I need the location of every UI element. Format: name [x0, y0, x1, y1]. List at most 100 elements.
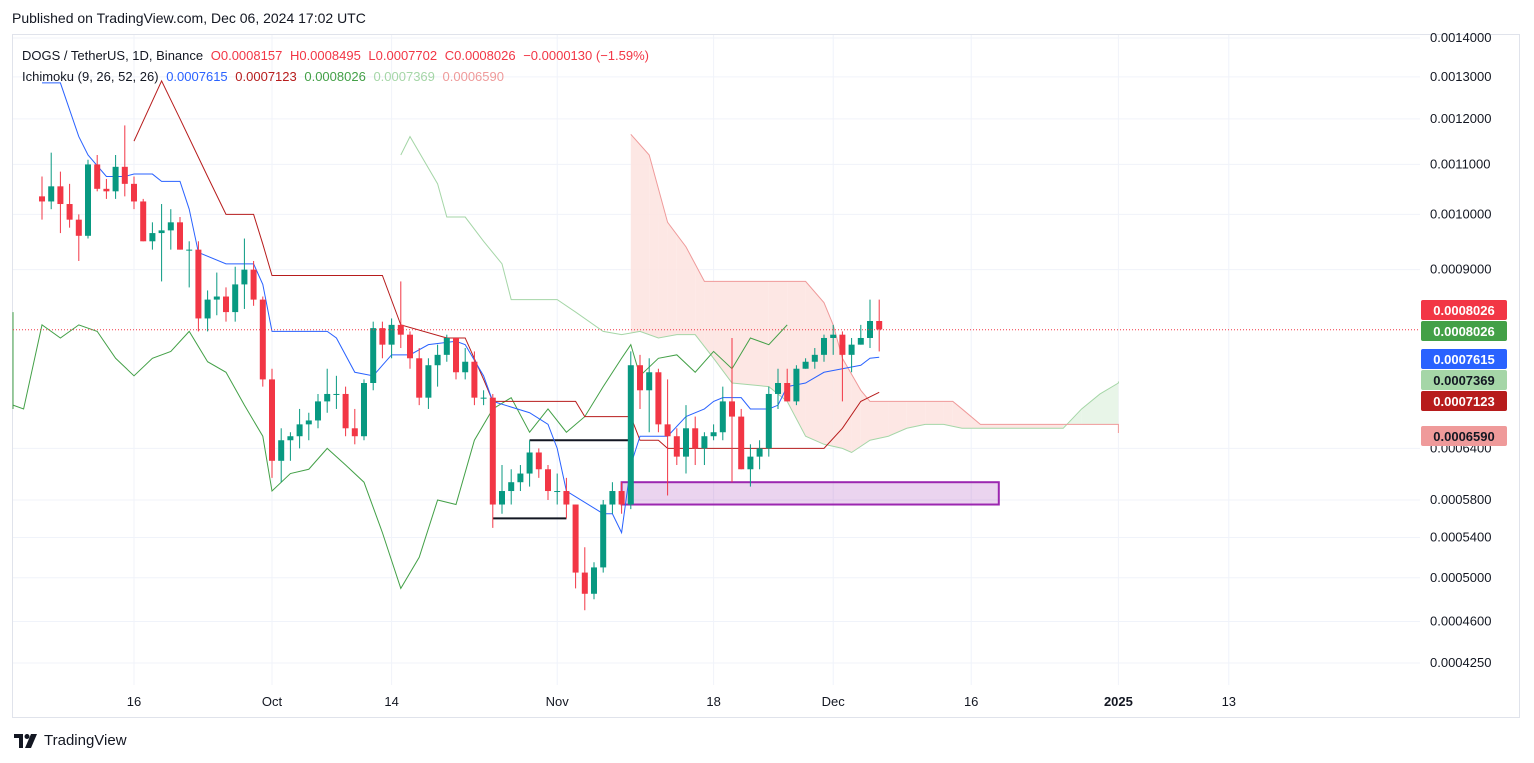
cloud-segment — [676, 234, 686, 335]
indicator-label[interactable]: Ichimoku (9, 26, 52, 26) — [22, 69, 159, 84]
candle — [673, 428, 680, 466]
span-a-value: 0.0007369 — [373, 69, 435, 84]
price-labels: 0.0008026 0.0008026 0.0007615 0.0007369 0.00… — [1421, 300, 1507, 446]
candle — [232, 266, 239, 322]
time-axis: 16 Oct 14 Nov 18 Dec 16 2025 13 — [127, 694, 1236, 709]
candle-body — [545, 469, 551, 492]
x-tick-label: 2025 — [1104, 694, 1133, 709]
price-label-text: 0.0007369 — [1433, 373, 1494, 388]
cloud-segment — [860, 390, 870, 447]
horizontal-lines — [492, 439, 631, 520]
tradingview-logo-icon[interactable] — [14, 733, 38, 748]
candle — [802, 358, 809, 369]
candle — [223, 287, 229, 322]
candle-body — [839, 334, 846, 355]
candle — [140, 198, 147, 242]
candle-body — [683, 428, 689, 457]
y-tick-label: 0.0005000 — [1430, 570, 1491, 585]
candle — [793, 365, 800, 406]
candle-body — [296, 424, 303, 437]
candle-body — [499, 491, 505, 505]
candle-body — [554, 491, 561, 493]
x-tick-label: 13 — [1222, 694, 1236, 709]
candle — [177, 217, 183, 250]
x-tick-label: Oct — [262, 694, 283, 709]
candle — [361, 379, 367, 441]
price-label-spanA: 0.0007369 — [1421, 370, 1507, 390]
candle-body — [177, 222, 183, 250]
candle-body — [729, 401, 735, 417]
candle — [591, 562, 597, 600]
candle — [775, 368, 781, 409]
candle-body — [85, 164, 91, 236]
candle — [397, 281, 404, 349]
candle-body — [315, 401, 321, 421]
candle — [305, 412, 312, 441]
candle-body — [600, 504, 607, 568]
cloud-segment — [1100, 382, 1119, 425]
candle-body — [66, 204, 73, 220]
cloud-segment — [658, 187, 668, 338]
candle — [664, 379, 671, 496]
cloud-segment — [943, 401, 953, 427]
candle-body — [416, 358, 423, 398]
candle — [296, 408, 303, 449]
candle-body — [213, 296, 220, 300]
price-label-text: 0.0008026 — [1433, 303, 1494, 318]
candle — [342, 386, 349, 437]
candle-body — [204, 299, 211, 319]
candle-body — [407, 334, 413, 359]
price-label-bg — [1421, 300, 1507, 320]
candle — [857, 324, 864, 345]
x-tick-label: Dec — [822, 694, 846, 709]
price-label-text: 0.0008026 — [1433, 324, 1494, 339]
candle — [287, 432, 294, 461]
candle — [554, 473, 561, 505]
candle-body — [692, 428, 699, 449]
candle-body — [241, 269, 248, 285]
candle — [158, 204, 165, 282]
candle — [149, 222, 156, 250]
cloud-segment — [851, 374, 861, 453]
candle-body — [305, 420, 312, 425]
price-label-text: 0.0007123 — [1433, 394, 1494, 409]
candle — [545, 465, 551, 500]
cloud-segment — [952, 401, 962, 429]
cloud-segment — [787, 281, 806, 437]
candle-body — [186, 249, 193, 251]
candle — [379, 321, 386, 359]
candle-body — [867, 321, 873, 338]
span-b-value: 0.0006590 — [442, 69, 504, 84]
footer-brand[interactable]: TradingView — [44, 732, 127, 749]
candle — [609, 482, 616, 514]
candle — [75, 214, 82, 261]
candle — [747, 444, 754, 487]
candle-body — [876, 321, 883, 330]
candle-body — [738, 416, 745, 470]
candle — [333, 375, 340, 409]
candle — [425, 358, 432, 409]
cloud-segment — [980, 424, 1008, 429]
y-tick-label: 0.0012000 — [1430, 111, 1491, 126]
candle-body — [535, 452, 542, 470]
y-tick-label: 0.0010000 — [1430, 206, 1491, 221]
candle — [811, 348, 818, 369]
candle — [66, 183, 73, 228]
candle-body — [379, 328, 386, 345]
candle — [39, 176, 45, 220]
price-label-chikou: 0.0008026 — [1421, 321, 1507, 341]
price-label-text: 0.0007615 — [1433, 352, 1494, 367]
candle — [600, 499, 607, 573]
candle — [57, 171, 64, 234]
candle — [572, 504, 579, 589]
candle — [489, 393, 496, 528]
footer: TradingView — [14, 732, 127, 749]
symbol-label[interactable]: DOGS / TetherUS, 1D, Binance — [22, 48, 204, 63]
candle — [627, 351, 634, 510]
candle-body — [517, 473, 524, 483]
candle-body — [591, 567, 597, 594]
price-label-close: 0.0008026 — [1421, 300, 1507, 320]
candle — [471, 351, 478, 406]
candle — [784, 368, 791, 402]
